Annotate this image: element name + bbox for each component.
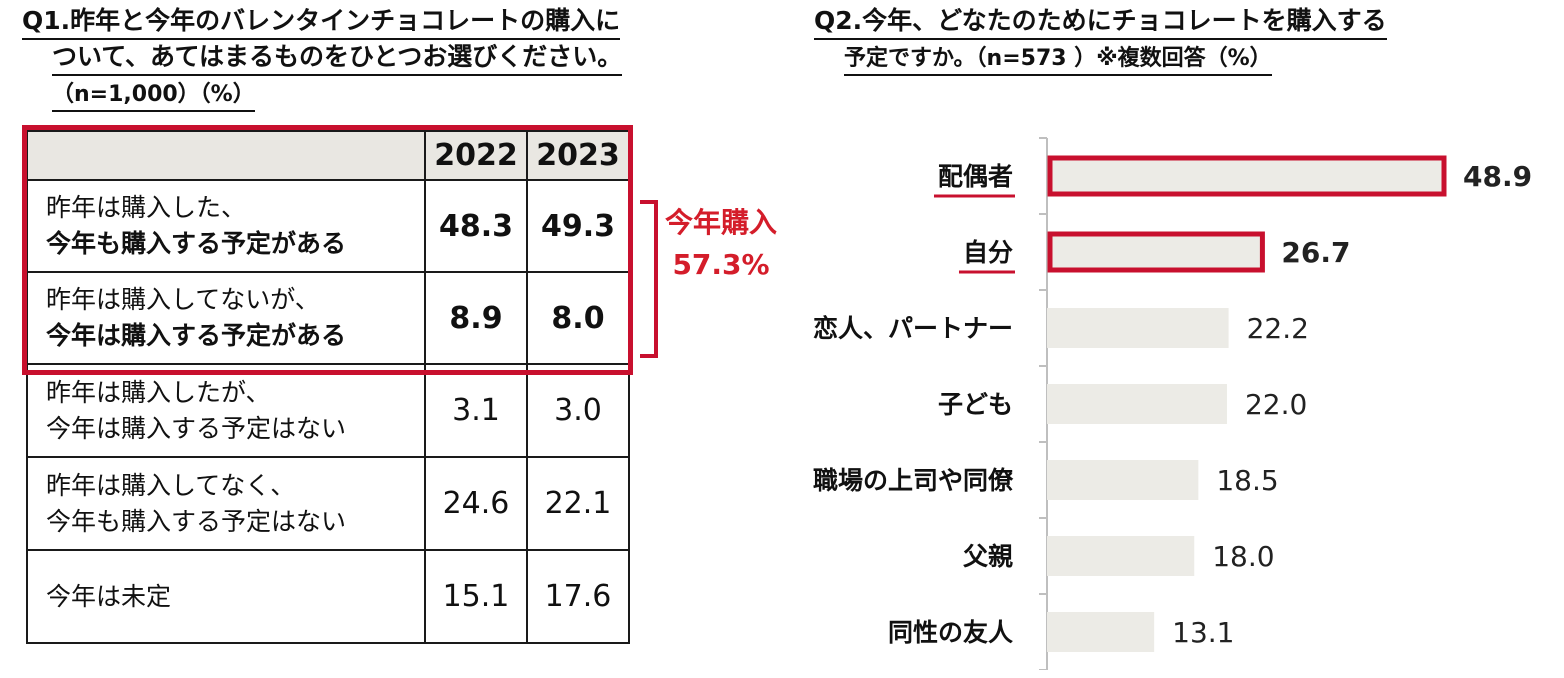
cell-2023: 3.0	[526, 363, 630, 458]
row-label: 昨年は購入してないが、 今年は購入する予定がある	[26, 271, 426, 365]
row-label-line2: 今年は購入する予定はない	[46, 413, 347, 443]
q2-title-line1: Q2.今年、どなたのためにチョコレートを購入する	[814, 4, 1387, 40]
cell-2022: 15.1	[424, 549, 528, 644]
purchase-annotation: 今年購入 57.3%	[665, 202, 777, 286]
q2-title-line2: 予定ですか。（n=573 ）※複数回答（%）	[844, 44, 1272, 76]
row-label-line2: 今年も購入する予定がある	[46, 229, 347, 258]
annotation-label: 今年購入	[665, 206, 778, 239]
header-2022: 2022	[424, 130, 528, 181]
value-label: 48.9	[1463, 160, 1532, 193]
cell-2022: 8.9	[424, 271, 528, 365]
cell-2023: 8.0	[526, 271, 630, 365]
value-label: 22.2	[1247, 312, 1309, 345]
category-label: 自分	[963, 238, 1013, 267]
bar	[1047, 155, 1447, 197]
annotation-bracket	[640, 200, 658, 358]
header-blank	[26, 130, 426, 181]
q1-table: 2022 2023 昨年は購入した、 今年も購入する予定がある 48.3 49.…	[26, 130, 630, 644]
bar	[1047, 536, 1195, 576]
bar	[1047, 231, 1265, 273]
value-label: 18.5	[1216, 464, 1278, 497]
category-label: 父親	[963, 542, 1013, 571]
cell-2023: 49.3	[526, 179, 630, 273]
annotation-value: 57.3%	[672, 248, 770, 281]
row-label-line1: 昨年は購入したが、	[46, 377, 271, 407]
table-row: 昨年は購入してなく、 今年も購入する予定はない 24.6 22.1	[26, 456, 630, 551]
q1-title-line1: Q1.昨年と今年のバレンタインチョコレートの購入に	[22, 4, 621, 40]
value-label: 13.1	[1172, 616, 1234, 649]
cell-2022: 48.3	[424, 179, 528, 273]
row-label: 今年は未定	[26, 549, 426, 644]
row-label-line2: 今年も購入する予定はない	[46, 506, 347, 536]
table-row: 昨年は購入したが、 今年は購入する予定はない 3.1 3.0	[26, 363, 630, 458]
category-label: 配偶者	[938, 162, 1013, 191]
cell-2023: 17.6	[526, 549, 630, 644]
row-label-line2: 今年は購入する予定がある	[46, 321, 347, 350]
row-label-line1: 昨年は購入してなく、	[46, 470, 296, 500]
row-label: 昨年は購入してなく、 今年も購入する予定はない	[26, 456, 426, 551]
q1-title-line2: ついて、あてはまるものをひとつお選びください。	[52, 40, 623, 76]
bar	[1047, 384, 1227, 424]
bar	[1047, 612, 1155, 652]
header-2023: 2023	[526, 130, 630, 181]
q1-title-line3: （n=1,000）（%）	[52, 80, 255, 112]
bar	[1047, 308, 1229, 348]
cell-2022: 24.6	[424, 456, 528, 551]
row-label-line1: 今年は未定	[46, 581, 172, 611]
cell-2022: 3.1	[424, 363, 528, 458]
value-label: 26.7	[1281, 236, 1350, 269]
recipient-bar-chart: 配偶者 48.9 自分 26.7 恋人、パートナー 22.2 子ども 22.0 職場の上司や同僚…	[813, 137, 1532, 670]
table-row: 昨年は購入した、 今年も購入する予定がある 48.3 49.3	[26, 179, 630, 273]
row-label-line1: 昨年は購入した、	[46, 193, 247, 222]
category-label: 職場の上司や同僚	[813, 466, 1014, 495]
category-label: 子ども	[938, 390, 1013, 419]
category-label: 恋人、パートナー	[813, 314, 1013, 343]
table-row: 昨年は購入してないが、 今年は購入する予定がある 8.9 8.0	[26, 271, 630, 365]
row-label-line1: 昨年は購入してないが、	[46, 285, 320, 314]
row-label: 昨年は購入したが、 今年は購入する予定はない	[26, 363, 426, 458]
row-label: 昨年は購入した、 今年も購入する予定がある	[26, 179, 426, 273]
category-label: 同性の友人	[888, 618, 1013, 647]
cell-2023: 22.1	[526, 456, 630, 551]
table-row: 今年は未定 15.1 17.6	[26, 549, 630, 644]
value-label: 22.0	[1245, 388, 1307, 421]
table-header-row: 2022 2023	[26, 130, 630, 181]
value-label: 18.0	[1212, 540, 1274, 573]
bar	[1047, 460, 1199, 500]
